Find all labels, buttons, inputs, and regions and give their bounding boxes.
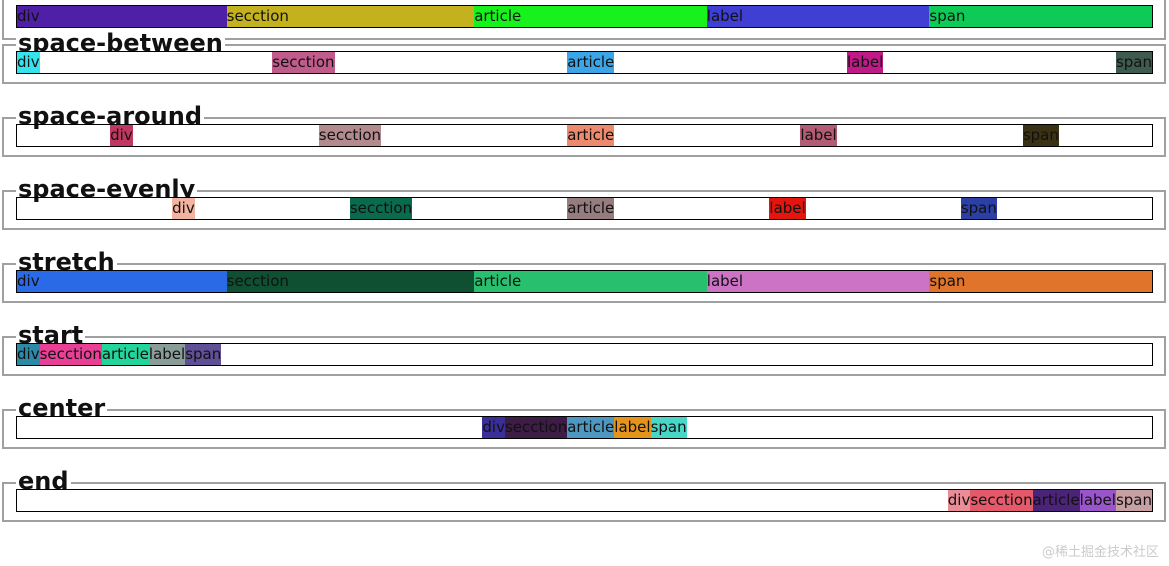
- flex-item-div: div: [17, 52, 40, 73]
- flex-item-label: label: [1079, 490, 1116, 511]
- flex-item-article: article: [567, 52, 615, 73]
- watermark: @稀土掘金技术社区: [1041, 545, 1159, 560]
- row-space-around: space-around div secction article label span: [2, 101, 1166, 157]
- flex-item-div: div: [110, 125, 133, 146]
- flex-item-div: div: [482, 417, 505, 438]
- flex-item-label: label: [614, 417, 651, 438]
- flex-item-label: label: [706, 271, 930, 292]
- flex-container: div secction article label span: [16, 5, 1153, 28]
- flex-item-label: label: [800, 125, 837, 146]
- flex-item-secction: secction: [226, 271, 475, 292]
- flex-item-label: label: [706, 6, 930, 27]
- row-stretch: stretch div secction article label span: [2, 247, 1166, 303]
- flex-item-span: span: [1022, 125, 1059, 146]
- row-space-evenly: space-evenly div secction article label span: [2, 174, 1166, 230]
- flex-item-span: span: [960, 198, 997, 219]
- flex-item-secction: secction: [272, 52, 335, 73]
- flex-container: div secction article label span: [16, 197, 1153, 220]
- flex-container: div secction article label span: [16, 416, 1153, 439]
- flex-container: div secction article label span: [16, 489, 1153, 512]
- flex-item-div: div: [17, 6, 227, 27]
- flex-item-secction: secction: [318, 125, 382, 146]
- flex-item-span: span: [1115, 52, 1152, 73]
- flex-container: div secction article label span: [16, 124, 1153, 147]
- flex-item-secction: secction: [504, 417, 568, 438]
- flex-item-article: article: [474, 6, 707, 27]
- flex-item-div: div: [17, 344, 40, 365]
- flex-item-div: div: [172, 198, 195, 219]
- flex-container: div secction article label span: [16, 270, 1153, 293]
- flex-item-secction: secction: [970, 490, 1033, 511]
- flex-item-article: article: [101, 344, 149, 365]
- section-title: space-around: [16, 101, 204, 131]
- flex-item-label: label: [846, 52, 884, 73]
- flex-container: div secction article label span: [16, 343, 1153, 366]
- section-title: end: [16, 466, 71, 496]
- row-space-between: space-between div secction article label spa…: [2, 28, 1166, 84]
- flex-item-article: article: [567, 198, 615, 219]
- flex-item-secction: secction: [39, 344, 102, 365]
- flex-item-label: label: [148, 344, 186, 365]
- flex-item-secction: secction: [349, 198, 413, 219]
- flex-item-span: span: [929, 271, 1152, 292]
- flex-item-article: article: [474, 271, 707, 292]
- flex-item-article: article: [567, 125, 615, 146]
- row-start: start div secction article label span: [2, 320, 1166, 376]
- section-title: space-between: [16, 28, 225, 58]
- flex-item-div: div: [947, 490, 971, 511]
- row-end: end div secction article label span: [2, 466, 1166, 522]
- row-center: center div secction article label span: [2, 393, 1166, 449]
- flex-item-secction: secction: [226, 6, 475, 27]
- flex-item-label: label: [769, 198, 806, 219]
- flex-item-span: span: [185, 344, 222, 365]
- section-title: space-evenly: [16, 174, 198, 204]
- flex-item-span: span: [929, 6, 1152, 27]
- flex-item-div: div: [17, 271, 227, 292]
- demo-list: div secction article label span space-betwee…: [2, 0, 1166, 555]
- flex-item-article: article: [567, 417, 615, 438]
- flex-container: div secction article label span: [16, 51, 1153, 74]
- section-title: center: [16, 393, 108, 423]
- flex-item-span: span: [1115, 490, 1152, 511]
- flex-item-article: article: [1032, 490, 1080, 511]
- flex-item-span: span: [650, 417, 687, 438]
